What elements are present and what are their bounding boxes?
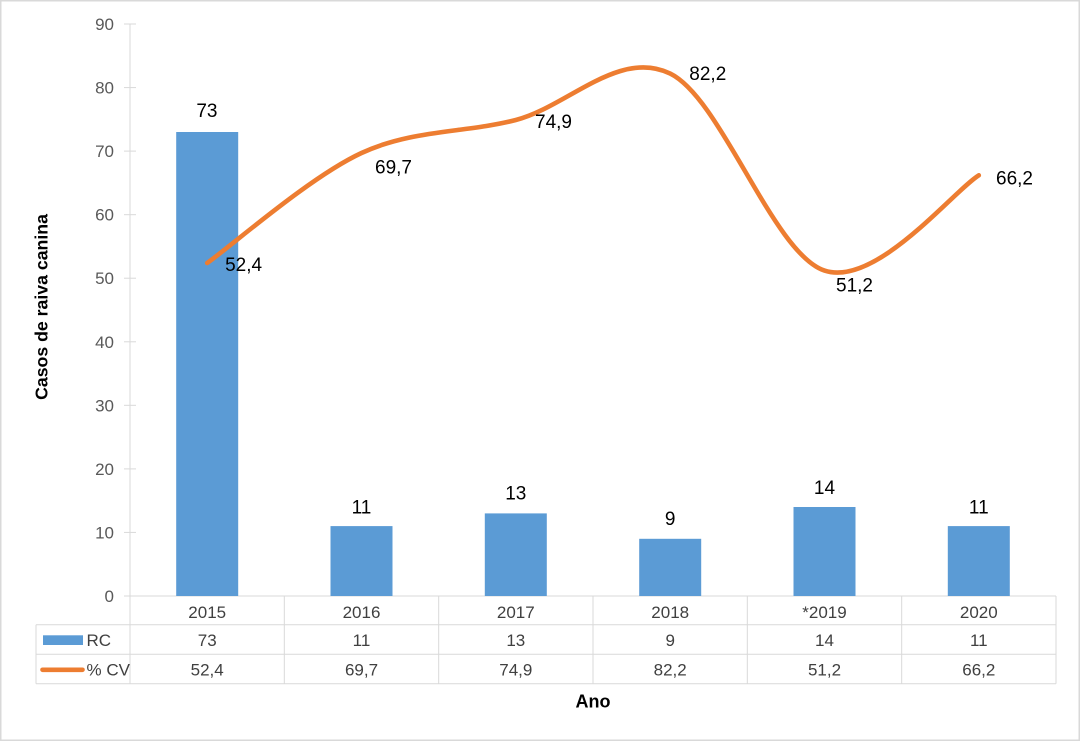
svg-text:51,2: 51,2 [836,275,873,296]
svg-text:2015: 2015 [188,603,226,622]
svg-text:60: 60 [95,206,114,225]
svg-text:51,2: 51,2 [808,661,841,680]
svg-text:80: 80 [95,79,114,98]
svg-text:74,9: 74,9 [535,112,572,133]
svg-text:*2019: *2019 [802,603,846,622]
svg-text:69,7: 69,7 [345,661,378,680]
svg-text:74,9: 74,9 [499,661,532,680]
svg-text:2017: 2017 [497,603,535,622]
svg-text:66,2: 66,2 [962,661,995,680]
svg-text:9: 9 [665,631,674,650]
svg-text:90: 90 [95,15,114,34]
svg-text:30: 30 [95,396,114,415]
svg-text:11: 11 [969,498,989,519]
svg-text:Ano: Ano [576,692,611,712]
svg-text:2020: 2020 [960,603,998,622]
svg-text:2016: 2016 [343,603,381,622]
svg-text:11: 11 [353,631,371,650]
svg-text:52,4: 52,4 [225,255,262,276]
svg-text:70: 70 [95,142,114,161]
svg-text:82,2: 82,2 [689,64,726,85]
svg-text:11: 11 [970,631,988,650]
svg-text:69,7: 69,7 [375,157,412,178]
svg-text:66,2: 66,2 [996,169,1033,190]
svg-text:RC: RC [87,631,112,650]
svg-text:40: 40 [95,333,114,352]
svg-text:73: 73 [198,631,217,650]
svg-text:14: 14 [814,478,836,499]
svg-text:13: 13 [505,483,526,504]
svg-text:9: 9 [665,509,676,530]
svg-text:50: 50 [95,269,114,288]
svg-text:0: 0 [105,587,114,606]
svg-text:% CV: % CV [87,661,131,680]
svg-text:52,4: 52,4 [191,661,224,680]
svg-text:10: 10 [95,523,114,542]
svg-text:11: 11 [352,498,372,519]
svg-text:73: 73 [196,101,217,122]
svg-text:Casos de raiva canina: Casos de raiva canina [31,214,51,400]
svg-text:13: 13 [506,631,525,650]
svg-text:82,2: 82,2 [654,661,687,680]
svg-text:14: 14 [815,631,834,650]
svg-text:20: 20 [95,460,114,479]
svg-text:2018: 2018 [651,603,689,622]
